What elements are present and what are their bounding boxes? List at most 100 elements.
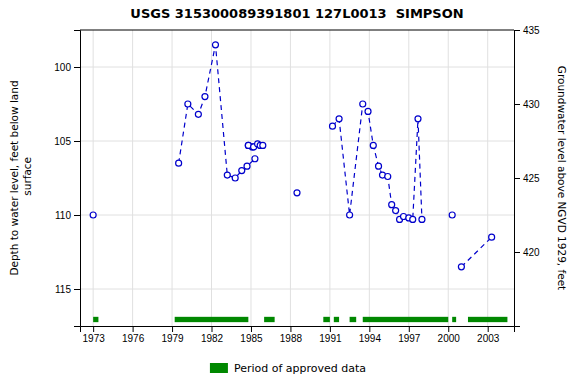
tick-label: 1994 bbox=[359, 333, 382, 344]
tick-mark bbox=[290, 326, 291, 332]
point bbox=[294, 190, 300, 196]
point bbox=[419, 216, 425, 222]
plot: 1973197619791982198519881991199419972000… bbox=[54, 25, 540, 344]
point bbox=[232, 175, 238, 181]
point bbox=[90, 212, 96, 218]
legend: Period of approved data bbox=[210, 362, 366, 375]
marks bbox=[90, 42, 507, 322]
tick-mark bbox=[74, 67, 80, 68]
period-bar bbox=[175, 317, 249, 322]
tick: 435 bbox=[514, 25, 540, 36]
grid-line bbox=[93, 30, 94, 326]
tick: 425 bbox=[514, 173, 540, 184]
point bbox=[365, 108, 371, 114]
grid-line bbox=[80, 67, 514, 68]
point bbox=[489, 234, 495, 240]
tick-label: 1973 bbox=[83, 333, 106, 344]
tick-mark bbox=[74, 141, 80, 142]
tick-mark bbox=[514, 252, 520, 253]
grid-line bbox=[211, 30, 212, 326]
point bbox=[244, 163, 250, 169]
point bbox=[360, 101, 366, 107]
grid-line bbox=[448, 30, 449, 326]
tick-label: 1985 bbox=[240, 333, 263, 344]
period-bar bbox=[323, 317, 330, 322]
y-axis-label: Depth to water level, feet below land su… bbox=[8, 80, 33, 275]
point bbox=[370, 142, 376, 148]
grid-line bbox=[132, 30, 133, 326]
period-bar bbox=[468, 317, 507, 322]
point bbox=[202, 94, 208, 100]
tick-label: 435 bbox=[523, 25, 540, 36]
tick-mark bbox=[133, 326, 134, 332]
tick-mark bbox=[74, 215, 80, 216]
tick-label: 2000 bbox=[438, 333, 461, 344]
tick: 1982 bbox=[201, 326, 224, 344]
grid-line bbox=[408, 30, 409, 326]
tick-label: 1997 bbox=[398, 333, 421, 344]
tick-label: 100 bbox=[54, 62, 71, 73]
tick-mark bbox=[448, 326, 449, 332]
tick: 420 bbox=[514, 247, 540, 258]
point bbox=[449, 212, 455, 218]
y2-axis: 420 425 430 435 bbox=[514, 25, 540, 327]
period-bar bbox=[452, 317, 456, 322]
series-line bbox=[93, 45, 491, 267]
point bbox=[195, 111, 201, 117]
tick: 110 bbox=[55, 210, 80, 221]
legend-swatch bbox=[210, 363, 228, 373]
tick-label: 1982 bbox=[201, 333, 224, 344]
tick-label: 1976 bbox=[122, 333, 145, 344]
point bbox=[389, 202, 395, 208]
tick-mark bbox=[212, 326, 213, 332]
x-axis: 1973197619791982198519881991199419972000… bbox=[81, 326, 515, 344]
period-bar bbox=[93, 317, 98, 322]
point bbox=[393, 208, 399, 214]
point bbox=[212, 42, 218, 48]
tick-mark bbox=[514, 104, 520, 105]
tick-label: 105 bbox=[54, 136, 71, 147]
tick: 1973 bbox=[83, 326, 106, 344]
tick: 115 bbox=[55, 284, 80, 295]
point bbox=[410, 216, 416, 222]
y-axis: 100 105 110 115 bbox=[54, 31, 80, 327]
grid-line bbox=[80, 141, 514, 142]
tick: 100 bbox=[54, 62, 80, 73]
tick-mark bbox=[93, 326, 94, 332]
point bbox=[376, 163, 382, 169]
grid-line bbox=[290, 30, 291, 326]
tick-mark bbox=[251, 326, 252, 332]
point bbox=[176, 160, 182, 166]
tick-label: 430 bbox=[523, 99, 540, 110]
grid-line bbox=[487, 30, 488, 326]
tick-mark bbox=[369, 326, 370, 332]
axis-line bbox=[515, 31, 521, 327]
tick: 1985 bbox=[240, 326, 263, 344]
grid-line bbox=[329, 30, 330, 326]
title: USGS 315300089391801 127L0013 SIMPSON bbox=[130, 6, 463, 21]
tick: 1976 bbox=[122, 326, 145, 344]
chart: 1973197619791982198519881991199419972000… bbox=[0, 0, 576, 384]
grid-line bbox=[369, 30, 370, 326]
tick-label: 1979 bbox=[161, 333, 184, 344]
point bbox=[185, 101, 191, 107]
point bbox=[415, 116, 421, 122]
grid bbox=[80, 30, 514, 326]
period-bar bbox=[264, 317, 275, 322]
tick: 1997 bbox=[398, 326, 421, 344]
tick-mark bbox=[409, 326, 410, 332]
frame bbox=[80, 30, 514, 31]
grid-line bbox=[172, 30, 173, 326]
tick-mark bbox=[74, 289, 80, 290]
point bbox=[347, 212, 353, 218]
axis-line bbox=[74, 31, 81, 327]
tick-mark bbox=[514, 178, 520, 179]
point bbox=[458, 264, 464, 270]
point bbox=[260, 142, 266, 148]
grid-line bbox=[80, 289, 514, 290]
legend-item: Period of approved data bbox=[210, 362, 366, 375]
tick-label: 1988 bbox=[280, 333, 303, 344]
tick-label: 110 bbox=[55, 210, 71, 221]
point bbox=[252, 156, 258, 162]
tick-label: 2003 bbox=[477, 333, 500, 344]
